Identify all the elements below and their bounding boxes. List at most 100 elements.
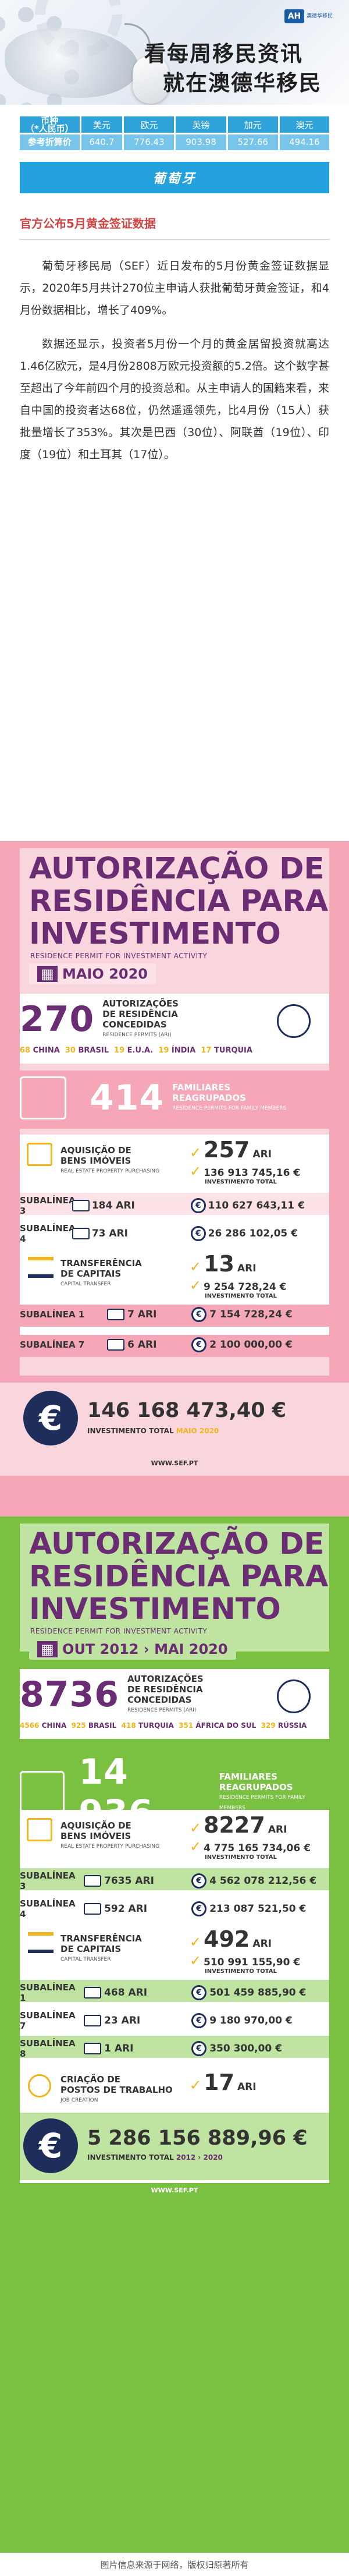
house-icon [27, 1818, 52, 1841]
rate-value: 640.7 [79, 133, 123, 150]
transfer-total: ✓ 510 991 155,90 € INVESTIMENTO TOTAL [190, 1953, 301, 1975]
family-row: 414 FAMILIARES REAGRUPADOS RESIDENCE PERMI… [20, 1076, 329, 1119]
chrome-ball-decoration [5, 28, 138, 98]
sub3-row: SUBALÍNEA 3 7635 ARI € 4 562 078 212,56 … [20, 1870, 317, 1891]
banner-title-line1: 看每周移民资讯 [144, 41, 303, 66]
transfer-label: TRANSFERÊNCIA DE CAPITAIS CAPITAL TRANSFER [60, 1933, 142, 1962]
rate-header-currency: 币种 （*人民币） [20, 116, 80, 134]
permits-count: 270 [20, 999, 95, 1040]
family-label: FAMILIARES REAGRUPADOS RESIDENCE PERMITS F… [172, 1082, 287, 1111]
grand-total-label: INVESTIMENTO TOTAL 2012 › 2020 [87, 2153, 223, 2162]
logo-mark: AH [284, 9, 304, 23]
news-paragraph: 数据还显示，投资者5月份一个月的黄金居留投资就高达1.46亿欧元，是4月份280… [20, 337, 330, 461]
source-url: WWW.SEF.PT [151, 1459, 198, 1467]
rate-value: 776.43 [122, 133, 175, 150]
banner-title-line2: 就在澳德华移民 [163, 70, 322, 95]
acquisition-count: ✓ 8227 ARI [190, 1812, 287, 1838]
sub4-row: SUBALÍNEA 4 592 ARI € 213 087 521,50 € [20, 1898, 307, 1919]
sub7-row: SUBALÍNEA 7 6 ARI € 2 100 000,00 € [20, 1337, 329, 1352]
infographic-title: AUTORIZAÇÃO DE RESIDÊNCIA PARA INVESTIMENT… [29, 852, 329, 951]
source-url: WWW.SEF.PT [151, 2187, 198, 2194]
rate-value: 527.66 [226, 133, 279, 150]
rate-value: 903.98 [174, 133, 227, 150]
infographic-subtitle: RESIDENCE PERMIT FOR INVESTMENT ACTIVITY [30, 1627, 208, 1635]
card-icon [72, 1200, 90, 1211]
sub4-row: SUBALÍNEA 4 73 ARI € 26 286 102,05 € [20, 1223, 298, 1244]
euro-coin-icon: € [190, 1226, 206, 1241]
infographic-may-2020: AUTORIZAÇÃO DE RESIDÊNCIA PARA INVESTIMENT… [0, 841, 349, 1383]
euro-icon: € [23, 2118, 78, 2173]
pink-spacer [0, 1476, 349, 1516]
family-count: 414 [90, 1078, 165, 1118]
acquisition-total: ✓ 4 775 165 734,06 € INVESTIMENTO TOTAL [190, 1838, 311, 1861]
grand-total: 5 286 156 889,96 € [87, 2127, 308, 2150]
rate-header-row: 币种 （*人民币） 美元 欧元 英镑 加元 澳元 [20, 116, 329, 134]
transfer-label: TRANSFERÊNCIA DE CAPITAIS CAPITAL TRANSFER [60, 1258, 142, 1287]
house-icon [27, 1143, 52, 1166]
permits-count: 8736 [20, 1674, 119, 1715]
card-icon [72, 1228, 90, 1239]
header-banner: 看每周移民资讯 就在澳德华移民 AH 澳德华移民 [0, 0, 349, 105]
rate-row-label: 参考折算价 [20, 133, 80, 150]
rate-value-row: 参考折算价 640.7 776.43 903.98 527.66 494.16 [20, 133, 329, 150]
sub7-row: SUBALÍNEA 7 23 ARI € 9 180 970,00 € [20, 2010, 293, 2031]
family-icon [20, 1771, 65, 1814]
acquisition-count: ✓ 257 ARI [190, 1137, 272, 1163]
job-creation-label: CRIAÇÃO DE POSTOS DE TRABALHO JOB CREATION [60, 2074, 173, 2103]
acquisition-label: AQUISIÇÃO DE BENS IMÓVEIS REAL ESTATE PROP… [60, 1145, 160, 1174]
infographic-title: AUTORIZAÇÃO DE RESIDÊNCIA PARA INVESTIMENT… [29, 1527, 329, 1627]
infographic1-footer: € 146 168 473,40 € INVESTIMENTO TOTAL MA… [0, 1383, 349, 1476]
section-title-bar: 葡萄牙 [20, 161, 329, 193]
image-caption: 图片信息来源于网络，版权归原著所有 [100, 2560, 249, 2570]
nationality-row: 68 CHINA 30 BRASIL 19 E.U.A. 19 ÍNDIA 17… [20, 1046, 252, 1055]
permits-row: 8736 AUTORIZAÇÕES DE RESIDÊNCIA CONCEDIDAS… [20, 1674, 329, 1716]
rate-header: 英镑 [174, 116, 227, 134]
check-icon: ✓ [190, 1163, 202, 1179]
euro-icon: € [23, 1391, 78, 1445]
euro-coin-icon: € [190, 1198, 206, 1213]
sub1-row: SUBALÍNEA 1 468 ARI € 501 459 885,90 € [20, 1982, 307, 2003]
rate-header: 美元 [79, 116, 123, 134]
logo-text: 澳德华移民 [306, 13, 333, 19]
permits-row: 270 AUTORIZAÇÕES DE RESIDÊNCIA CONCEDIDAS … [20, 998, 329, 1040]
nationality-row: 4566 CHINA 925 BRASIL 418 TURQUIA 351 ÁF… [20, 1721, 307, 1730]
person-icon [277, 1679, 311, 1713]
news-paragraph: 葡萄牙移民局（SEF）近日发布的5月份黄金签证数据显示，2020年5月共计270… [20, 259, 329, 317]
permits-label: AUTORIZAÇÕES DE RESIDÊNCIA CONCEDIDAS RESI… [127, 1674, 204, 1713]
news-title: 官方公布5月黄金签证数据 [20, 216, 156, 231]
exchange-rate-table: 币种 （*人民币） 美元 欧元 英镑 加元 澳元 参考折算价 640.7 776… [20, 116, 329, 150]
person-icon [277, 1004, 311, 1038]
check-icon: ✓ [190, 1145, 202, 1161]
rate-header: 欧元 [122, 116, 175, 134]
rate-header: 加元 [226, 116, 279, 134]
computer-mouse-icon [133, 56, 169, 104]
rate-header: 澳元 [277, 116, 329, 134]
job-creation-count: ✓ 17 ARI [190, 2070, 257, 2095]
sub1-row: SUBALÍNEA 1 7 ARI € 7 154 728,24 € [20, 1307, 329, 1322]
calendar-icon: ▦ [37, 966, 58, 982]
acquisition-label: AQUISIÇÃO DE BENS IMÓVEIS REAL ESTATE PROP… [60, 1820, 160, 1849]
acquisition-total: ✓ 136 913 745,16 € INVESTIMENTO TOTAL [190, 1163, 301, 1185]
company-logo: AH 澳德华移民 [284, 9, 333, 23]
sub3-row: SUBALÍNEA 3 184 ARI € 110 627 643,11 € [20, 1195, 305, 1216]
transfer-arrows-icon [28, 1932, 54, 1953]
transfer-count: ✓ 492 ARI [190, 1926, 272, 1952]
rate-value: 494.16 [277, 133, 329, 150]
permits-label: AUTORIZAÇÕES DE RESIDÊNCIA CONCEDIDAS RESI… [102, 998, 179, 1038]
infographic-subtitle: RESIDENCE PERMIT FOR INVESTMENT ACTIVITY [30, 952, 208, 960]
date-badge: ▦ OUT 2012 › MAI 2020 [29, 1639, 236, 1660]
calendar-icon: ▦ [37, 1641, 58, 1657]
date-badge: ▦ MAIO 2020 [29, 963, 156, 984]
divider [20, 239, 329, 240]
infographic2-bottom: WWW.SEF.PT [0, 2183, 349, 2550]
sub8-row: SUBALÍNEA 8 1 ARI € 350 300,00 € [20, 2038, 282, 2059]
grand-total-label: INVESTIMENTO TOTAL MAIO 2020 [87, 1427, 219, 1435]
grand-total: 146 168 473,40 € [87, 1399, 287, 1422]
transfer-arrows-icon [28, 1257, 54, 1278]
job-creation-icon [28, 2074, 51, 2097]
family-icon [20, 1076, 66, 1119]
transfer-total: ✓ 9 254 728,24 € INVESTIMENTO TOTAL [190, 1277, 287, 1299]
family-label: FAMILIARES REAGRUPADOS RESIDENCE PERMITS F… [219, 1771, 305, 1811]
transfer-count: ✓ 13 ARI [190, 1251, 257, 1277]
